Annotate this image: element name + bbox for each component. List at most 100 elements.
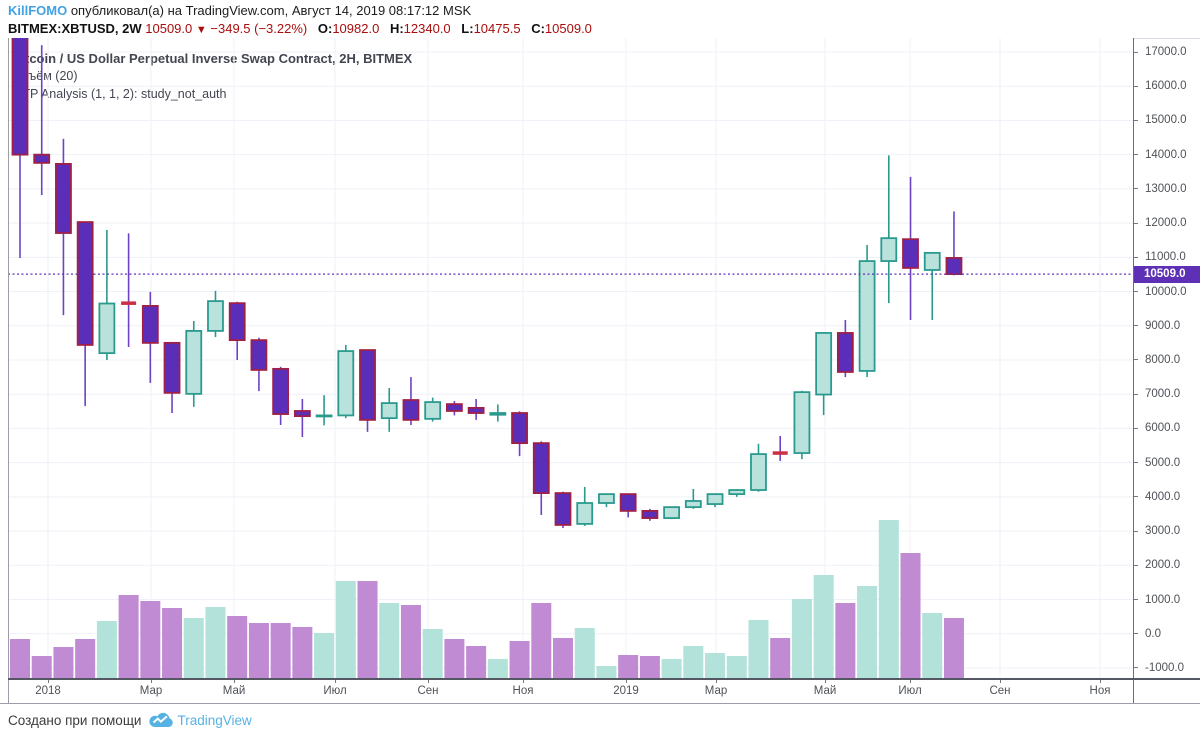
price-tick-label: 13000.0: [1145, 182, 1187, 195]
price-tick: [1133, 291, 1138, 293]
volume-bar: [379, 603, 400, 678]
volume-bar: [335, 581, 356, 678]
candle-body: [511, 412, 528, 445]
volume-bar: [422, 629, 443, 678]
candle-body: [55, 162, 72, 234]
triangle-down-icon: ▼: [195, 24, 207, 36]
candle-doji-tick: [121, 301, 137, 305]
pane-left-border: [8, 38, 9, 703]
publish-info: KillFOMO опубликовал(а) на TradingView.c…: [8, 3, 471, 18]
price-tick: [1133, 564, 1138, 566]
volume-bar: [53, 647, 74, 678]
candle-body: [467, 406, 485, 414]
open-label: O:: [317, 21, 333, 36]
last-price-badge: 10509.0: [1134, 265, 1200, 283]
candle-body: [554, 492, 572, 526]
close-label: C:: [531, 21, 545, 36]
candle-body: [359, 349, 376, 421]
candle-body: [641, 509, 659, 519]
candle-body: [750, 453, 767, 491]
tradingview-brand-link[interactable]: TradingView: [177, 713, 252, 728]
price-tick-label: 8000.0: [1145, 353, 1181, 366]
symbol-status-line: BITMEX:XBTUSD, 2W 10509.0 ▼ −349.5 (−3.2…: [8, 21, 592, 36]
candle-body: [185, 329, 203, 395]
price-tick: [1133, 85, 1138, 87]
candle-body: [815, 332, 833, 396]
volume-bar: [618, 655, 639, 678]
high-label: H:: [389, 21, 404, 36]
published-text: опубликовал(а) на TradingView.com, Авгус…: [67, 3, 472, 18]
time-tick-label: Июл: [898, 685, 922, 697]
time-tick: [1100, 679, 1101, 683]
volume-bar: [487, 659, 508, 678]
time-tick: [234, 679, 235, 683]
price-tick-label: 17000.0: [1145, 46, 1187, 58]
price-tick-label: 3000.0: [1145, 525, 1181, 538]
price-tick-label: 4000.0: [1145, 490, 1181, 503]
price-tick: [1133, 667, 1138, 669]
candle-body: [33, 153, 51, 164]
price-tick-label: 6000.0: [1145, 422, 1181, 435]
volume-bar: [531, 603, 552, 678]
volume-bar: [770, 638, 791, 678]
volume-bar: [596, 666, 617, 678]
volume-bar: [205, 607, 226, 678]
volume-bar: [31, 656, 52, 678]
time-tick-label: Ноя: [1089, 685, 1111, 697]
time-tick-label: Май: [222, 685, 246, 697]
volume-bar: [314, 633, 335, 678]
time-axis[interactable]: 2018 Мар Май Июл Сен Ноя 2019 Мар Май Июл Сен Ноя: [8, 679, 1133, 703]
time-tick-label: Май: [813, 685, 837, 697]
time-tick: [335, 679, 336, 683]
volume-bar: [900, 553, 921, 678]
volume-bar: [183, 618, 204, 678]
author-link[interactable]: KillFOMO: [8, 3, 68, 18]
candle-body: [250, 339, 268, 371]
chart-pane[interactable]: Bitcoin / US Dollar Perpetual Inverse Sw…: [8, 38, 1133, 678]
price-tick: [1133, 427, 1138, 429]
last-price: 10509.0: [145, 21, 193, 36]
price-tick-label: 1000.0: [1145, 593, 1181, 606]
candle-body: [207, 300, 224, 332]
time-tick: [626, 679, 627, 683]
volume-bar: [857, 586, 878, 678]
low-label: L:: [461, 21, 474, 36]
candle-body: [793, 391, 811, 454]
candle-body: [424, 401, 442, 420]
candle-body: [489, 412, 507, 416]
volume-bar: [248, 623, 269, 678]
volume-bar: [813, 575, 834, 678]
time-tick: [48, 679, 49, 683]
candle-body: [663, 506, 680, 519]
volume-bar: [705, 653, 726, 678]
candle-body: [445, 403, 463, 412]
price-tick-label: -1000.0: [1145, 661, 1185, 674]
footer: Создано при помощи TradingView: [8, 712, 252, 729]
symbol-interval: BITMEX:XBTUSD, 2W: [8, 21, 142, 36]
price-tick-label: 12000.0: [1145, 217, 1187, 230]
volume-bar: [639, 656, 660, 678]
axis-bottom-border: [0, 703, 1200, 704]
price-tick: [1133, 530, 1138, 532]
candle-body: [728, 489, 746, 496]
volume-bar: [574, 628, 595, 678]
price-tick-label: 9000.0: [1145, 319, 1181, 332]
chart-canvas: [8, 38, 1133, 678]
time-tick-label: 2018: [35, 685, 61, 697]
time-tick: [151, 679, 152, 683]
candle-body: [945, 257, 963, 276]
price-axis[interactable]: 17000.0 16000.0 15000.0 14000.0 13000.0 12000…: [1133, 38, 1200, 678]
chart-legend: Bitcoin / US Dollar Perpetual Inverse Sw…: [12, 50, 412, 103]
legend-study: MTP Analysis (1, 1, 2): study_not_auth: [12, 87, 227, 101]
candle-body: [293, 410, 311, 418]
time-tick: [716, 679, 717, 683]
price-tick: [1133, 393, 1138, 395]
volume-bar: [292, 627, 313, 678]
candle-body: [619, 493, 637, 512]
time-tick-label: Мар: [139, 685, 163, 697]
price-tick: [1133, 359, 1138, 361]
low-value: 10475.5: [473, 21, 521, 36]
time-tick: [910, 679, 911, 683]
candle-body: [684, 500, 702, 509]
time-tick: [825, 679, 826, 683]
